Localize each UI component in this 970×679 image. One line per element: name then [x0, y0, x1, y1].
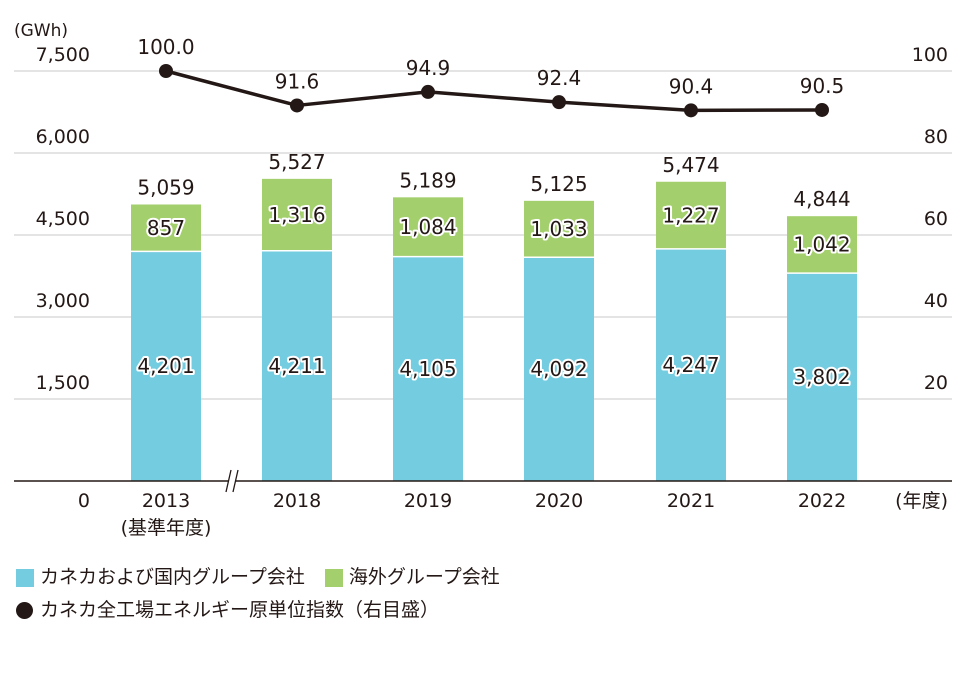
index-point — [290, 98, 304, 113]
x-tick-label: 2020 — [535, 490, 583, 512]
x-tick-label: 2022 — [798, 490, 846, 512]
index-value-label: 92.4 — [537, 66, 582, 90]
index-line — [159, 64, 829, 118]
x-tick-label: 2018 — [273, 490, 321, 512]
legend-swatch-overseas — [324, 568, 343, 587]
legend-swatch-domestic — [16, 568, 34, 587]
overseas-value-label: 857 — [147, 216, 185, 240]
overseas-value-label: 1,084 — [399, 215, 456, 239]
bar-overseas — [393, 197, 463, 257]
index-point — [421, 84, 435, 99]
domestic-value-label: 4,201 — [137, 354, 194, 378]
bar-domestic — [787, 273, 857, 481]
total-value-label: 5,125 — [530, 172, 587, 196]
bar-domestic — [131, 251, 201, 481]
legend-label-index: カネカ全工場エネルギー原単位指数（右目盛） — [40, 599, 440, 621]
y-right-tick-label: 100 — [912, 44, 948, 66]
total-value-label: 5,527 — [268, 150, 325, 174]
y-right-tick-label: 60 — [924, 208, 948, 230]
axis-break-mark — [232, 469, 239, 493]
bar-overseas — [787, 216, 857, 274]
legend-label-overseas: 海外グループ会社 — [348, 566, 500, 588]
x-tick-label: 2013 — [142, 490, 190, 512]
bar-domestic — [656, 248, 726, 481]
y-right-tick-label: 80 — [924, 126, 948, 148]
legend-row-2: カネカ全工場エネルギー原単位指数（右目盛） — [16, 594, 500, 627]
bar-overseas — [524, 200, 594, 258]
domestic-value-label: 4,247 — [662, 353, 719, 377]
total-value-label: 5,189 — [399, 168, 456, 192]
domestic-value-label: 4,092 — [530, 357, 587, 381]
x-tick-sublabel: (基準年度) — [121, 517, 212, 539]
y-right-tick-label: 40 — [924, 290, 948, 312]
domestic-value-label: 4,211 — [268, 354, 325, 378]
y-left-tick-label: 6,000 — [36, 126, 90, 148]
legend-marker-index — [16, 602, 33, 619]
y-left-tick-label: 7,500 — [36, 44, 90, 66]
bars — [131, 178, 857, 481]
overseas-value-label: 1,227 — [662, 203, 719, 227]
index-value-label: 91.6 — [275, 69, 320, 93]
domestic-value-label: 3,802 — [793, 365, 850, 389]
overseas-value-label: 1,316 — [268, 203, 325, 227]
y-left-unit: (GWh) — [14, 21, 68, 41]
axes — [14, 469, 952, 493]
overseas-value-label: 1,042 — [793, 233, 850, 257]
overseas-value-label: 1,033 — [530, 217, 587, 241]
y-left-tick-label: 4,500 — [36, 208, 90, 230]
index-point — [815, 102, 829, 117]
chart: 0 1,500 3,000 4,500 6,000 7,500 20 40 60 80 100 (GW… — [14, 21, 952, 539]
index-value-label: 90.5 — [800, 74, 845, 98]
index-point — [552, 95, 566, 110]
index-value-label: 90.4 — [669, 74, 714, 98]
index-point — [684, 103, 698, 118]
y-left-tick-label: 1,500 — [36, 372, 90, 394]
x-tick-label: 2019 — [404, 490, 452, 512]
total-value-label: 5,059 — [137, 175, 194, 199]
index-value-label: 94.9 — [406, 56, 451, 80]
legend: カネカおよび国内グループ会社 海外グループ会社 カネカ全工場エネルギー原単位指数… — [16, 561, 500, 627]
x-axis-unit: (年度) — [895, 490, 948, 512]
total-value-label: 5,474 — [662, 153, 719, 177]
legend-row-1: カネカおよび国内グループ会社 海外グループ会社 — [16, 561, 500, 594]
axis-break-mark — [225, 469, 232, 493]
axis-break-gap — [228, 469, 236, 493]
domestic-value-label: 4,105 — [399, 357, 456, 381]
bar-overseas — [656, 181, 726, 249]
bar-domestic — [524, 257, 594, 481]
index-line-path — [165, 69, 823, 113]
index-value-label: 100.0 — [137, 35, 194, 59]
bar-domestic — [262, 250, 332, 481]
labels: 0 1,500 3,000 4,500 6,000 7,500 20 40 60 80 100 (GW… — [14, 21, 948, 539]
bar-overseas — [262, 178, 332, 251]
legend-label-domestic: カネカおよび国内グループ会社 — [40, 566, 305, 588]
y-right-tick-label: 20 — [924, 372, 948, 394]
total-value-label: 4,844 — [793, 187, 850, 211]
y-left-tick-label: 3,000 — [36, 290, 90, 312]
y-left-tick-label: 0 — [78, 490, 90, 512]
bar-domestic — [393, 256, 463, 481]
bar-overseas — [131, 204, 201, 252]
x-tick-label: 2021 — [667, 490, 715, 512]
index-point — [159, 64, 173, 78]
